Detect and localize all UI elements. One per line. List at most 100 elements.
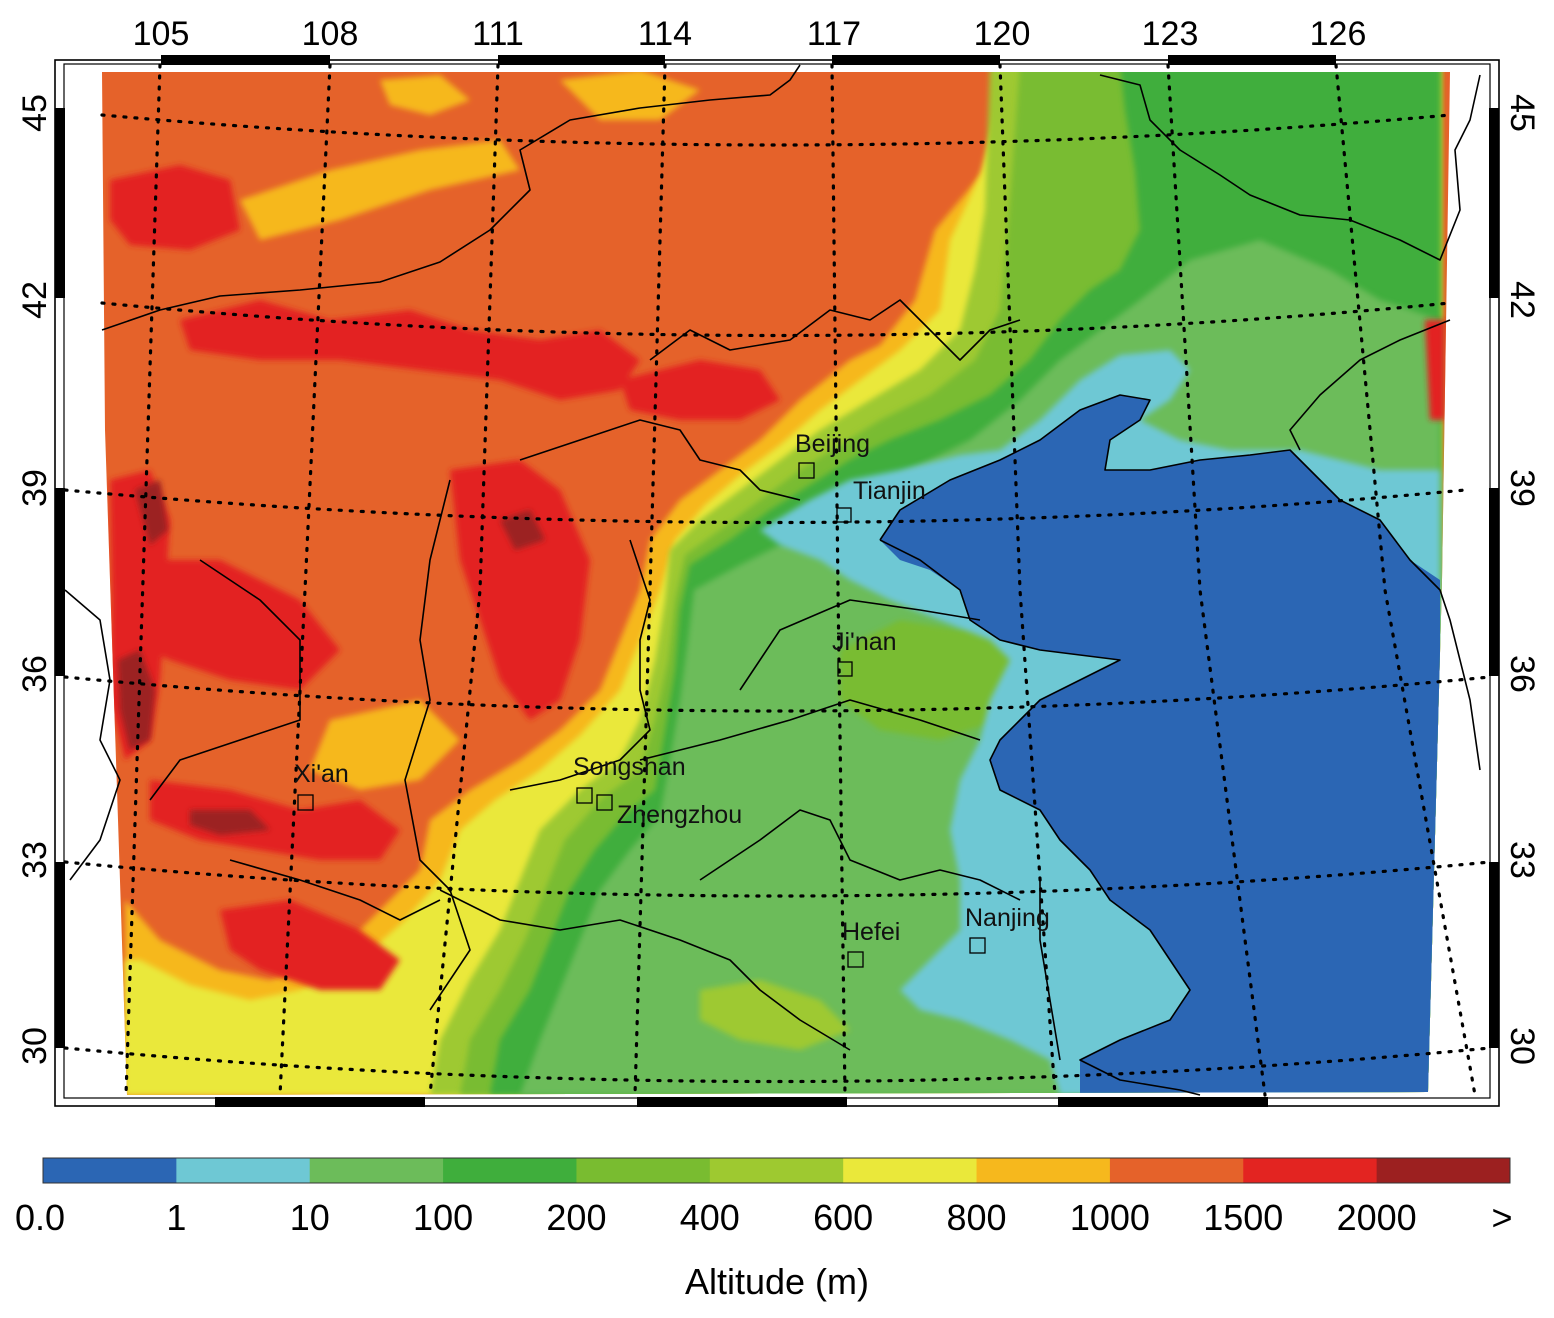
longitude-label: 120 bbox=[974, 15, 1031, 53]
province-border bbox=[404, 479, 471, 1011]
latitude-label: 42 bbox=[16, 281, 54, 319]
highland-patch bbox=[150, 780, 400, 860]
bottom-scale-bar-3 bbox=[1058, 1097, 1268, 1107]
right-scale-bar-2 bbox=[1489, 488, 1499, 676]
longitude-label: 105 bbox=[133, 15, 190, 53]
longitude-labels: 105 108 111 114 117 120 123 126 bbox=[133, 15, 1367, 53]
ridge-patch bbox=[240, 140, 520, 240]
altitude-band-over-2000 bbox=[118, 480, 545, 835]
legend-tick-label: 0.0 bbox=[15, 1197, 65, 1238]
city-marker-icon bbox=[596, 794, 613, 811]
longitude-label: 111 bbox=[472, 15, 524, 53]
province-border bbox=[649, 299, 1021, 361]
latitude-label: 45 bbox=[1503, 94, 1541, 132]
city-marker-icon bbox=[836, 507, 852, 523]
top-scale-bar-2 bbox=[498, 55, 665, 65]
legend-title: Altitude (m) bbox=[685, 1261, 869, 1302]
latitude-label: 33 bbox=[1503, 841, 1541, 879]
peak-patch bbox=[500, 510, 545, 550]
ridge-patch bbox=[380, 75, 470, 115]
province-border bbox=[739, 599, 981, 691]
highland-patch bbox=[220, 900, 400, 990]
city-label: Zhengzhou bbox=[617, 801, 742, 829]
province-border bbox=[509, 539, 651, 791]
legend-color-swatch bbox=[43, 1158, 177, 1183]
province-border bbox=[519, 419, 801, 501]
latitude-labels-left: 45 42 39 36 33 30 bbox=[16, 94, 54, 1065]
latitude-label: 36 bbox=[16, 655, 54, 693]
left-scale-bar-3 bbox=[55, 862, 65, 1048]
legend-colorbar bbox=[43, 1158, 1511, 1183]
latitude-label: 30 bbox=[16, 1027, 54, 1065]
city-jinan[interactable]: Ji'nan bbox=[832, 628, 897, 677]
latitude-label: 39 bbox=[1503, 469, 1541, 507]
longitude-label: 114 bbox=[638, 15, 692, 53]
legend-color-swatch bbox=[1376, 1158, 1511, 1183]
coastline bbox=[879, 394, 1481, 771]
top-scale-bar-4 bbox=[1168, 55, 1336, 65]
city-beijing[interactable]: Beijing bbox=[795, 430, 870, 479]
province-border bbox=[1039, 880, 1061, 1061]
bottom-scale-bar-1 bbox=[215, 1097, 425, 1107]
meridian-line bbox=[830, 63, 847, 1097]
city-label: Tianjin bbox=[853, 477, 926, 505]
latitude-label: 36 bbox=[1503, 655, 1541, 693]
top-scale-bar-3 bbox=[832, 55, 1000, 65]
legend-tick-label: 200 bbox=[546, 1197, 606, 1238]
city-tianjin[interactable]: Tianjin bbox=[836, 477, 926, 523]
legend-tick-label: > bbox=[1491, 1197, 1512, 1238]
province-border bbox=[439, 889, 851, 1051]
peak-patch bbox=[118, 650, 155, 750]
parallel-line bbox=[63, 860, 1492, 898]
parallel-line bbox=[63, 675, 1492, 713]
left-scale-bar-2 bbox=[55, 488, 65, 676]
highland-patch bbox=[110, 165, 240, 250]
legend-color-swatch bbox=[843, 1158, 978, 1183]
meridian-line bbox=[998, 63, 1057, 1097]
right-scale-bar-3 bbox=[1489, 862, 1499, 1048]
city-xian[interactable]: Xi'an bbox=[294, 760, 349, 811]
frame-scale-bars bbox=[55, 55, 1499, 1107]
highland-patch bbox=[1425, 320, 1445, 420]
city-label: Songshan bbox=[573, 753, 686, 781]
city-hefei[interactable]: Hefei bbox=[842, 918, 900, 968]
altitude-field bbox=[102, 72, 1450, 1095]
highland-patch bbox=[450, 460, 590, 720]
city-label: Ji'nan bbox=[832, 628, 897, 656]
legend-color-swatch bbox=[176, 1158, 311, 1183]
city-nanjing[interactable]: Nanjing bbox=[965, 904, 1050, 954]
legend-color-swatch bbox=[309, 1158, 444, 1183]
city-marker-icon bbox=[798, 462, 815, 479]
province-border bbox=[639, 699, 981, 761]
graticule bbox=[63, 63, 1492, 1097]
city-markers: Beijing Tianjin Ji'nan Xi'an Songshan Zh… bbox=[294, 430, 1050, 968]
admin-borders bbox=[64, 64, 1481, 1096]
longitude-label: 126 bbox=[1310, 15, 1367, 53]
legend-tick-label: 1 bbox=[166, 1197, 186, 1238]
province-border bbox=[64, 589, 121, 881]
legend-color-swatch bbox=[709, 1158, 844, 1183]
legend-tick-label: 800 bbox=[947, 1197, 1007, 1238]
province-border bbox=[229, 859, 441, 921]
highland-patch bbox=[180, 300, 640, 400]
right-scale-bar-1 bbox=[1489, 108, 1499, 298]
city-marker-icon bbox=[576, 787, 593, 804]
longitude-label: 108 bbox=[302, 15, 359, 53]
city-label: Hefei bbox=[842, 918, 900, 946]
city-zhengzhou[interactable]: Zhengzhou bbox=[596, 794, 742, 829]
meridian-line bbox=[1334, 63, 1477, 1097]
city-songshan[interactable]: Songshan bbox=[573, 753, 686, 804]
legend-labels: 0.0 1 10 100 200 400 600 800 1000 1500 2000 > bbox=[15, 1197, 1513, 1238]
national-border bbox=[101, 64, 801, 331]
ridge-patch bbox=[560, 72, 700, 120]
latitude-label: 30 bbox=[1503, 1027, 1541, 1065]
meridian-line bbox=[633, 63, 667, 1097]
meridian-line bbox=[1166, 63, 1267, 1097]
bottom-scale-bar-2 bbox=[637, 1097, 847, 1107]
province-border bbox=[149, 559, 301, 801]
longitude-label: 123 bbox=[1142, 15, 1199, 53]
national-border bbox=[1289, 319, 1451, 451]
highland-patch bbox=[120, 560, 340, 690]
legend-tick-label: 2000 bbox=[1337, 1197, 1417, 1238]
